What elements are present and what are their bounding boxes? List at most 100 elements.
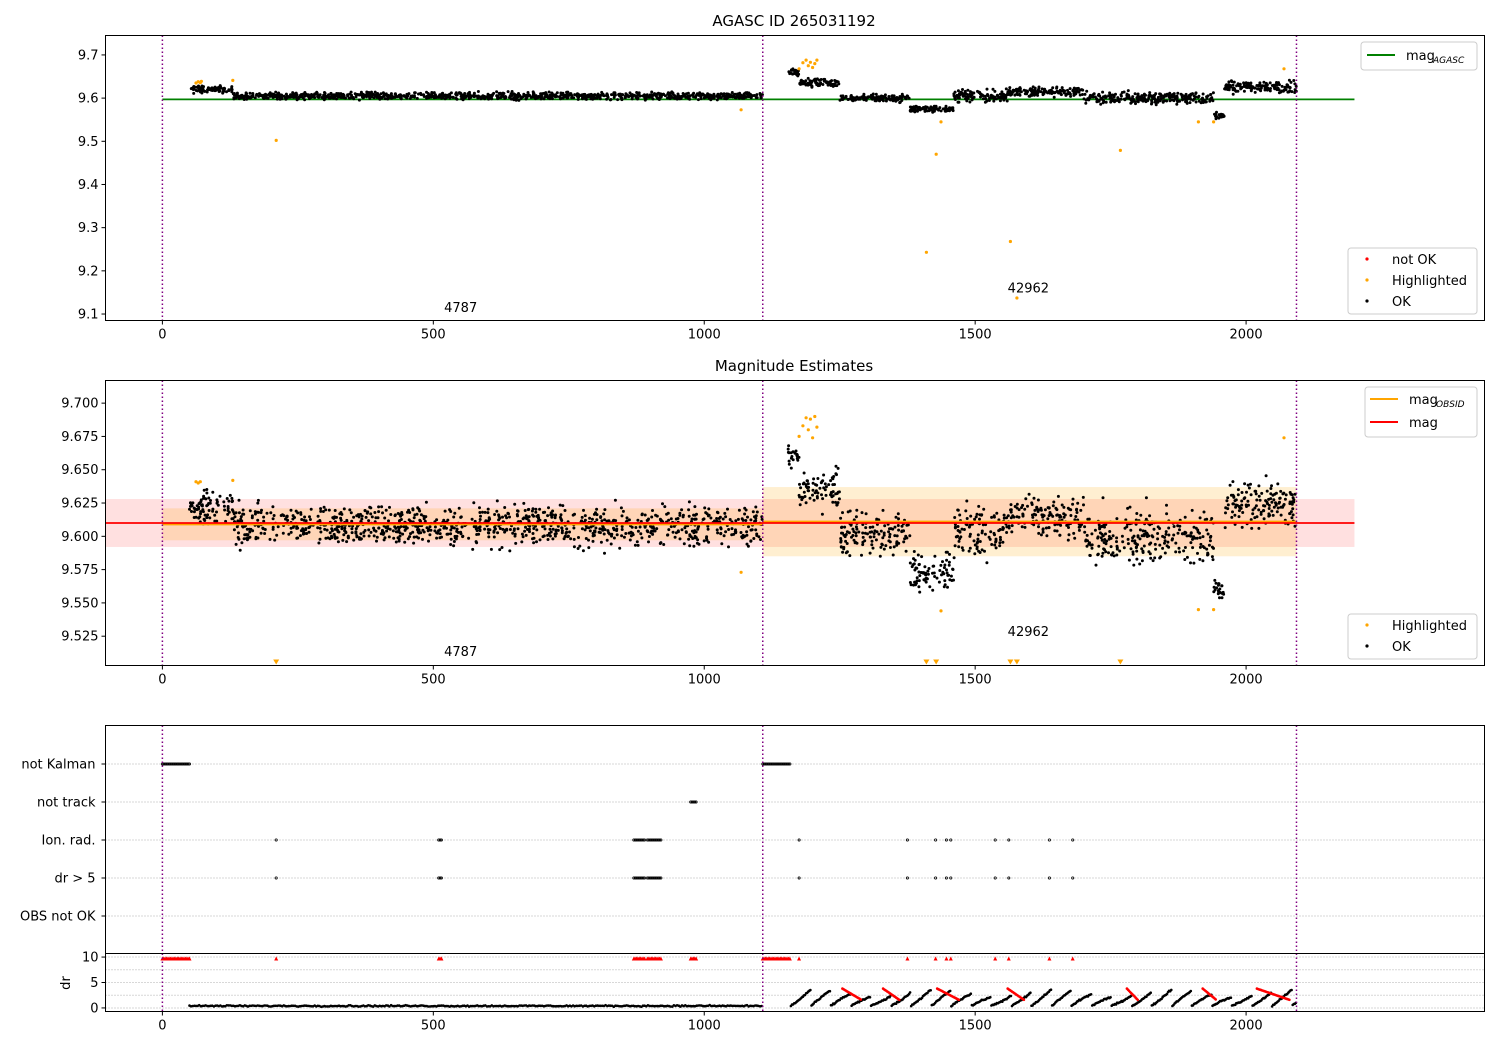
ok-point [744, 95, 747, 99]
ok-point [727, 545, 730, 549]
ok-point [956, 508, 960, 512]
ok-point [695, 541, 699, 545]
ok-point [197, 502, 201, 506]
ok-point [860, 511, 864, 515]
ok-point [233, 515, 237, 519]
ok-point [364, 515, 368, 519]
dr-ok-point [828, 989, 832, 993]
ok-point [426, 92, 430, 95]
ok-point [1156, 95, 1160, 99]
ok-point [576, 97, 580, 101]
ok-point [745, 533, 749, 537]
flag-point [690, 800, 694, 804]
ok-point [589, 525, 593, 529]
ok-point [301, 532, 305, 536]
ok-point [1100, 554, 1104, 558]
ok-point [957, 545, 961, 549]
ok-point [1107, 537, 1111, 541]
ok-point [620, 514, 624, 518]
ok-point [914, 581, 918, 585]
ok-point [789, 456, 793, 460]
ok-point [624, 94, 628, 98]
ok-point [669, 525, 673, 529]
ok-point [274, 90, 278, 94]
clipped-highlight-marker [1117, 659, 1124, 665]
ok-point [843, 535, 847, 539]
x-tick-label: 1500 [959, 328, 992, 343]
ok-point [612, 95, 616, 99]
ok-point [1085, 89, 1089, 93]
ok-point [621, 509, 625, 513]
ok-point [539, 97, 543, 101]
ok-point [534, 97, 537, 101]
ok-point [1254, 492, 1258, 496]
ok-point [1293, 91, 1297, 94]
ok-point [811, 493, 814, 497]
ok-point [1056, 513, 1059, 517]
ok-point [1236, 488, 1240, 492]
ok-point [707, 507, 711, 511]
ok-point [984, 97, 988, 101]
ok-point [1101, 551, 1105, 555]
ok-point [887, 539, 891, 543]
ok-point [565, 530, 569, 534]
ok-point [1242, 85, 1246, 88]
ok-point [1198, 516, 1202, 520]
ok-point [438, 532, 442, 536]
ok-point [1224, 511, 1227, 515]
clipped-highlight-marker [933, 659, 940, 665]
ok-point [1258, 88, 1262, 92]
ok-point [1034, 513, 1038, 517]
y-tick-label: 9.6 [78, 92, 99, 107]
ok-point [503, 95, 507, 98]
ok-point [257, 524, 260, 528]
ok-point [477, 532, 481, 536]
ok-point [1176, 91, 1180, 95]
ok-point [1096, 535, 1100, 539]
ok-point [535, 528, 539, 532]
ok-point [1078, 93, 1082, 97]
ok-point [239, 515, 243, 519]
ok-point [1008, 86, 1012, 90]
ok-point [518, 94, 522, 98]
ok-point [641, 94, 645, 98]
ok-point [460, 525, 464, 529]
flag-point [769, 762, 773, 766]
ok-point [716, 511, 720, 515]
ok-point [1283, 86, 1287, 90]
dr-ok-point [929, 989, 932, 992]
ok-point [291, 514, 295, 518]
y-tick-label: 9.650 [61, 463, 98, 478]
ok-point [787, 444, 791, 448]
ok-point [1082, 503, 1085, 507]
ok-point [1104, 532, 1107, 536]
ok-point [978, 540, 982, 543]
ok-point [1131, 95, 1135, 99]
clipped-highlight-marker [1007, 659, 1014, 665]
ok-point [861, 531, 865, 535]
ok-point [281, 513, 284, 517]
ok-point [222, 87, 226, 91]
ok-point [1004, 87, 1008, 91]
ok-point [1205, 528, 1209, 532]
ok-point [1175, 99, 1179, 102]
ok-point [1251, 508, 1255, 512]
ok-point [953, 516, 957, 519]
ok-point [1253, 86, 1257, 90]
ok-point [755, 93, 759, 97]
ok-point [986, 93, 989, 96]
ok-point [1240, 86, 1244, 90]
ok-point [1241, 511, 1245, 514]
ok-point [391, 529, 395, 533]
flag-point [640, 876, 644, 880]
ok-point [1109, 545, 1113, 549]
flag-point [179, 762, 183, 766]
ok-point [350, 531, 354, 535]
ok-point [985, 561, 989, 565]
ok-point [548, 527, 552, 531]
ok-point [961, 88, 964, 91]
ok-point [519, 97, 523, 101]
ok-point [734, 519, 738, 523]
ok-point [652, 526, 656, 530]
